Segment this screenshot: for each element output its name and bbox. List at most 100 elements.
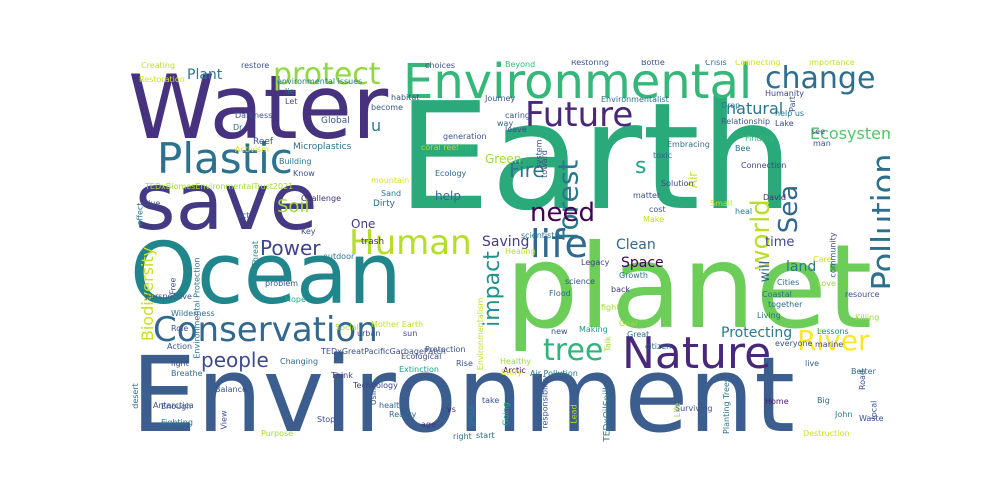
word: Humanity	[765, 89, 804, 98]
word: light	[171, 359, 189, 368]
word: responsibility	[540, 375, 550, 429]
word: Challenge	[301, 194, 341, 203]
word: matter	[633, 191, 661, 200]
word: community	[828, 232, 838, 278]
word: Lake	[775, 119, 794, 128]
word: s	[635, 154, 647, 179]
word: Dirty	[373, 199, 395, 209]
word: change	[765, 61, 876, 96]
word: together	[768, 300, 803, 309]
word: mountain	[371, 176, 410, 185]
word: Let	[285, 97, 298, 106]
word: protect	[273, 60, 381, 92]
word: Air Pollution	[530, 369, 578, 378]
word: Great	[627, 330, 650, 339]
word: Killing	[855, 313, 880, 322]
word: Global	[321, 116, 350, 126]
word: Hope	[285, 295, 306, 304]
word: Breathe	[171, 369, 203, 378]
word: Antarctica	[153, 401, 194, 410]
word: Water	[128, 60, 389, 159]
word: Goal	[619, 319, 638, 328]
word: Road	[858, 369, 868, 391]
word: health	[379, 401, 405, 410]
word: Making	[579, 325, 608, 334]
word: live	[805, 359, 820, 368]
word: Threat	[251, 240, 261, 268]
word: Environmental Protection	[192, 257, 202, 359]
word: marine	[815, 340, 844, 349]
word: Connection	[741, 161, 787, 170]
word: Relationship	[721, 117, 771, 126]
word: resource	[845, 290, 880, 299]
word: generation	[443, 132, 487, 141]
word: Protecting	[721, 325, 793, 341]
word: Part	[787, 96, 797, 112]
word: life	[530, 222, 588, 266]
word: Role	[171, 324, 189, 333]
word: keep	[455, 143, 475, 152]
word: Better	[851, 367, 876, 376]
word: Care	[813, 255, 832, 264]
word: way	[497, 119, 514, 128]
word: tree	[543, 333, 604, 368]
word: Rise	[456, 359, 473, 368]
word: time	[765, 235, 795, 250]
word: Nature	[622, 328, 772, 379]
word: Action	[167, 342, 193, 351]
word-cloud: Earth Environment Ocean planet Water sav…	[125, 60, 890, 442]
word: Bottle	[641, 60, 665, 67]
word: TEDxOilSpill	[602, 387, 613, 442]
word: Reality	[389, 410, 417, 419]
word: TEDxBiomesEnvironmentalTrust2021	[145, 182, 294, 191]
word: Creating	[141, 61, 176, 70]
word: Arctic	[503, 366, 526, 375]
word: outdoor	[323, 252, 355, 261]
word: Saving	[482, 234, 530, 250]
word: Pollution	[864, 153, 890, 291]
word: Living	[757, 311, 781, 320]
word: lie	[285, 87, 295, 96]
word: take	[482, 396, 500, 405]
word: Talk	[603, 336, 613, 352]
word: Restoration	[139, 75, 185, 84]
word: Know	[293, 169, 315, 178]
word: Conservation	[153, 310, 378, 350]
word: citizen	[645, 342, 672, 351]
word: Plastic	[157, 134, 293, 183]
word: science	[565, 277, 596, 286]
word: blue	[143, 199, 161, 208]
word: John	[835, 410, 853, 419]
word: sun	[403, 329, 418, 338]
word: One	[351, 217, 376, 231]
word: fight	[601, 303, 620, 312]
word: Waste	[859, 414, 884, 423]
word: Solution	[661, 179, 694, 188]
word: Surviving	[675, 404, 713, 413]
word: Crisis	[705, 60, 727, 67]
word: will	[758, 260, 774, 283]
word: effect	[135, 202, 145, 226]
word: Activism	[235, 145, 270, 154]
word: Small	[710, 199, 733, 208]
word: Restoring	[571, 60, 609, 67]
word: TEDxGreatPacificGarbagePatch	[321, 347, 446, 356]
word: Big	[817, 396, 830, 405]
word: choices	[425, 61, 456, 70]
word: Green	[485, 152, 522, 166]
word: land	[786, 259, 817, 275]
word: everyone	[775, 339, 813, 348]
word: importance	[809, 60, 855, 67]
word: new	[551, 327, 568, 336]
word: Destruction	[803, 429, 850, 438]
word: Human	[349, 223, 472, 263]
word: become	[371, 103, 404, 112]
word: start	[476, 431, 495, 440]
word: Healthy	[500, 357, 532, 366]
word: desert	[130, 383, 140, 409]
word: leave	[505, 125, 527, 134]
word: Drop	[721, 101, 741, 110]
word: River	[797, 324, 870, 357]
word: grass	[466, 405, 476, 427]
word: Story	[501, 368, 523, 377]
